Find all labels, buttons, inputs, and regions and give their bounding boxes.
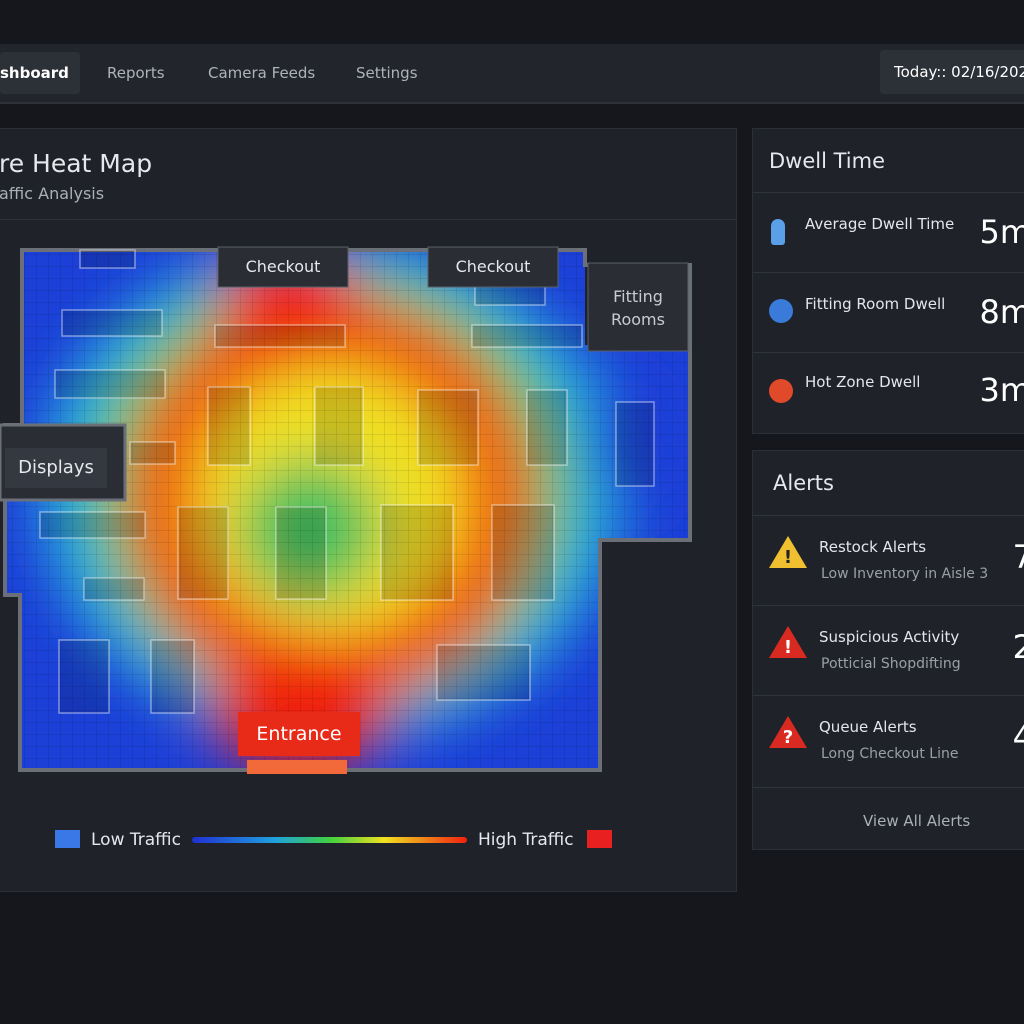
alerts-panel: Alerts ! Restock Alerts Low Inventory in… bbox=[752, 450, 1024, 850]
legend-gradient bbox=[192, 837, 467, 843]
zone-box bbox=[217, 246, 349, 288]
icon bbox=[771, 219, 785, 245]
svg-text:?: ? bbox=[783, 727, 793, 748]
alert-detail: Low Inventory in Aisle 3 bbox=[821, 566, 989, 582]
alert-detail: Potticial Shopdifting bbox=[821, 656, 961, 672]
warning-icon: ? bbox=[769, 716, 807, 748]
icon bbox=[769, 379, 793, 403]
icon bbox=[769, 299, 793, 323]
alert-detail: Long Checkout Line bbox=[821, 746, 959, 762]
alert-title: Queue Alerts bbox=[819, 718, 917, 736]
alert-title: Suspicious Activity bbox=[819, 628, 960, 646]
panel-title: re Heat Map bbox=[0, 149, 153, 178]
footer: View All Alerts bbox=[753, 787, 1024, 849]
svg-text:!: ! bbox=[784, 547, 792, 568]
nav-item[interactable]: Camera Feeds bbox=[208, 64, 316, 82]
legend-label: High Traffic bbox=[478, 830, 574, 850]
legend-swatch bbox=[55, 830, 80, 848]
dwell-label: Fitting Room Dwell bbox=[805, 295, 946, 313]
zone-label: Entrance bbox=[256, 723, 341, 745]
zone-label: Displays bbox=[18, 457, 94, 478]
svg-text:!: ! bbox=[784, 637, 792, 658]
zone-box bbox=[5, 448, 107, 488]
alert-count: 2 bbox=[1013, 628, 1024, 666]
active-tab bbox=[0, 52, 80, 94]
nav-item[interactable]: Settings bbox=[356, 64, 418, 82]
alert-row[interactable]: ! Suspicious Activity Potticial Shopdift… bbox=[753, 605, 1024, 696]
nav-item[interactable]: Reports bbox=[107, 64, 165, 82]
dwell-row: Fitting Room Dwell 8m bbox=[753, 272, 1024, 353]
panel-title: Dwell Time bbox=[769, 149, 886, 173]
panel-subtitle: affic Analysis bbox=[0, 184, 105, 203]
dwell-value: 3m bbox=[979, 371, 1024, 409]
warning-icon: ! bbox=[769, 626, 807, 658]
zone-label: Rooms bbox=[611, 310, 665, 329]
dwell-value: 5m bbox=[979, 213, 1024, 251]
legend-label: Low Traffic bbox=[91, 830, 181, 850]
dwell-value: 8m bbox=[979, 293, 1024, 331]
zone-box bbox=[427, 246, 559, 288]
zone-label: Checkout bbox=[246, 257, 321, 276]
floor-map: Checkout Checkout Fitting Rooms Displays… bbox=[0, 246, 692, 850]
zone-box bbox=[587, 262, 689, 352]
panel-header bbox=[0, 129, 736, 220]
heat-layer bbox=[5, 250, 690, 770]
zone-label: Checkout bbox=[456, 257, 531, 276]
alert-count: 4 bbox=[1013, 718, 1024, 756]
alert-row[interactable]: ? Queue Alerts Long Checkout Line 4 bbox=[753, 695, 1024, 786]
zone-label: Fitting bbox=[613, 287, 663, 306]
warning-icon: ! bbox=[769, 536, 807, 568]
view-all-link[interactable]: View All Alerts bbox=[863, 812, 971, 830]
dwell-label: Hot Zone Dwell bbox=[805, 373, 921, 391]
nav-bar: shboard Reports Camera Feeds Settings To… bbox=[0, 44, 1024, 104]
date-box: Today:: 02/16/202 bbox=[880, 50, 1024, 94]
entrance-mat bbox=[247, 760, 347, 774]
alert-count: 7 bbox=[1013, 538, 1024, 576]
dwell-row: Hot Zone Dwell 3m bbox=[753, 352, 1024, 433]
shelves bbox=[39, 249, 655, 714]
legend-swatch bbox=[587, 830, 612, 848]
nav-item[interactable]: shboard bbox=[0, 64, 69, 82]
date: Today:: 02/16/202 bbox=[894, 63, 1024, 81]
alert-row[interactable]: ! Restock Alerts Low Inventory in Aisle … bbox=[753, 515, 1024, 606]
alert-title: Restock Alerts bbox=[819, 538, 927, 556]
panel-title: Alerts bbox=[773, 471, 834, 495]
dwell-panel: Dwell Time Average Dwell Time 5m Fitting… bbox=[752, 128, 1024, 434]
dwell-row: Average Dwell Time 5m bbox=[753, 192, 1024, 273]
dwell-label: Average Dwell Time bbox=[805, 215, 955, 233]
zone-box bbox=[238, 712, 360, 756]
